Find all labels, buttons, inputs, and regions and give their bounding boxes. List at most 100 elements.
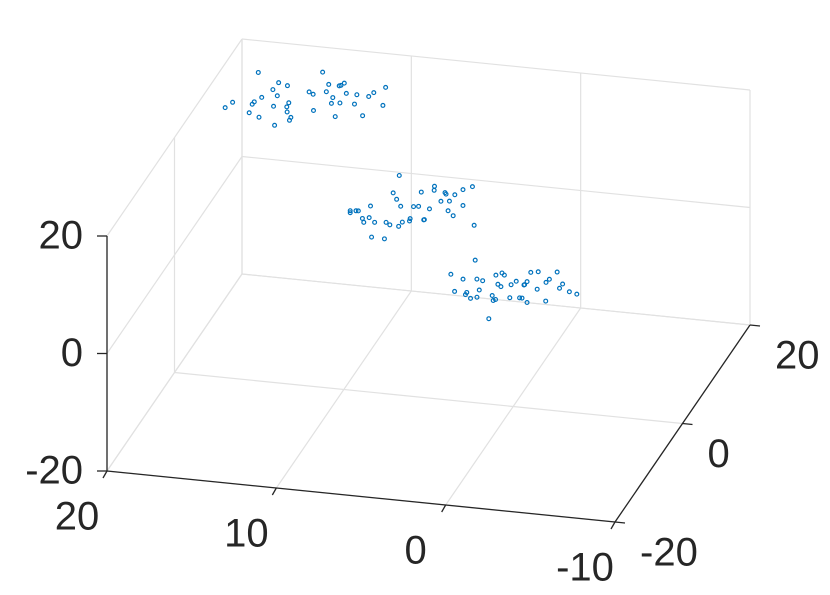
point — [343, 90, 349, 96]
point — [431, 187, 437, 193]
z-tick-label: -20 — [25, 449, 83, 493]
point — [474, 294, 480, 300]
point — [416, 203, 422, 209]
point — [284, 109, 290, 115]
point — [326, 81, 332, 87]
point — [284, 104, 290, 110]
point — [426, 206, 432, 212]
z-tick-label: 20 — [39, 214, 84, 258]
point — [398, 203, 404, 209]
point — [469, 184, 475, 190]
point — [493, 272, 499, 278]
point — [371, 90, 377, 96]
point — [256, 114, 262, 120]
point — [490, 298, 496, 304]
grid-line — [106, 38, 243, 237]
point — [347, 210, 353, 216]
point — [407, 218, 413, 224]
point — [332, 114, 338, 120]
point — [486, 316, 492, 322]
point — [407, 216, 413, 222]
point — [276, 80, 282, 86]
point — [411, 204, 417, 210]
point — [476, 287, 482, 293]
point — [574, 291, 580, 297]
grid-line — [241, 155, 751, 209]
point — [366, 215, 372, 221]
point — [557, 285, 563, 291]
point — [524, 279, 530, 285]
x-tick-label: 10 — [224, 512, 269, 556]
point — [464, 289, 470, 295]
y-tick-label: -20 — [640, 531, 698, 575]
point — [560, 281, 566, 287]
point — [310, 91, 316, 97]
point — [361, 219, 367, 225]
point — [347, 208, 353, 214]
x-tick-label: 20 — [55, 495, 100, 539]
grid-line — [241, 38, 751, 91]
point — [452, 192, 458, 198]
point — [445, 208, 451, 214]
x-axis — [106, 470, 616, 523]
point — [274, 93, 280, 99]
point — [543, 298, 549, 304]
point — [534, 286, 540, 292]
point — [246, 110, 252, 116]
point — [368, 203, 374, 209]
grid-line — [174, 371, 683, 425]
point — [396, 172, 402, 178]
y-tick-label: 0 — [708, 432, 730, 476]
x-tick-label: 0 — [405, 529, 427, 573]
point — [380, 102, 386, 108]
x-tick — [102, 470, 108, 479]
point — [480, 278, 486, 284]
point — [383, 219, 389, 225]
point — [390, 190, 396, 196]
point — [255, 69, 261, 75]
point — [286, 100, 292, 106]
point — [535, 269, 541, 275]
point — [351, 101, 357, 107]
point — [474, 276, 480, 282]
point — [270, 87, 276, 93]
point — [271, 103, 277, 109]
point — [513, 278, 519, 284]
x-tick — [271, 487, 277, 496]
point — [418, 189, 424, 195]
point — [508, 282, 514, 288]
point — [468, 295, 474, 301]
point — [272, 122, 278, 128]
point — [288, 114, 294, 120]
point — [566, 289, 572, 295]
y-tick — [682, 422, 693, 426]
point — [507, 295, 513, 301]
point — [517, 295, 523, 301]
z-tick-label: 0 — [61, 331, 83, 375]
x-tick — [441, 504, 447, 513]
point — [442, 190, 448, 196]
point — [524, 300, 530, 306]
y-tick-label: 20 — [775, 334, 820, 378]
point — [495, 281, 501, 287]
point — [498, 284, 504, 290]
point — [360, 113, 366, 119]
point — [399, 219, 405, 225]
point — [306, 89, 312, 95]
point — [355, 208, 361, 214]
point — [460, 187, 466, 193]
point — [369, 234, 375, 240]
point — [460, 276, 466, 282]
point — [284, 83, 290, 89]
grid-line — [241, 273, 751, 326]
point — [543, 279, 549, 285]
point — [448, 271, 454, 277]
point — [259, 94, 265, 100]
point — [394, 196, 400, 202]
x-tick — [610, 521, 616, 530]
point — [460, 203, 466, 209]
point — [230, 99, 236, 105]
